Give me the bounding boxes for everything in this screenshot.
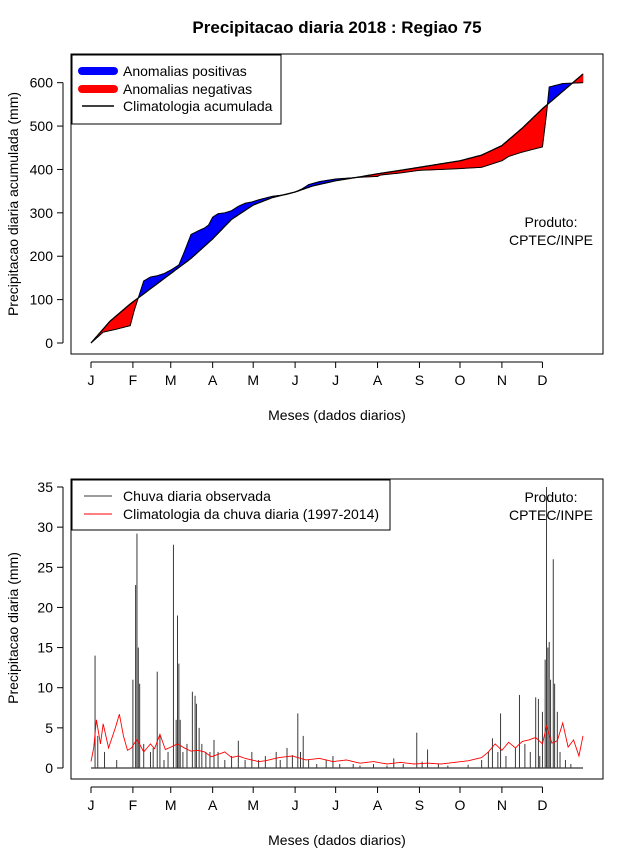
observed-accumulated-line (90, 82, 584, 344)
x-tick-label-acc: A (208, 372, 218, 388)
legend-label-climatology: Climatologia acumulada (123, 98, 273, 114)
y-axis-accumulated: 0 100 200 300 400 500 600 (30, 75, 64, 351)
y-tick-label-acc: 500 (30, 118, 54, 134)
plot-frame-daily (70, 478, 604, 780)
x-tick-label-acc: F (129, 372, 138, 388)
y-tick-label-acc: 100 (30, 292, 54, 308)
y-tick-label-acc: 200 (30, 248, 54, 264)
x-tick-label-daily: A (373, 797, 383, 813)
legend-label-climatology-daily: Climatologia da chuva diaria (1997-2014) (123, 506, 379, 522)
x-tick-label-daily: O (455, 797, 466, 813)
x-tick-label-acc: D (537, 372, 547, 388)
legend-daily: Chuva diaria observada Climatologia da c… (71, 479, 391, 531)
x-tick-label-daily: N (497, 797, 507, 813)
y-tick-label-daily: 35 (37, 479, 53, 495)
x-axis-title-daily: Meses (dados diarios) (268, 832, 406, 848)
legend-label-positive: Anomalias positivas (123, 63, 247, 79)
legend-box (71, 479, 391, 531)
product-label: Produto: (525, 489, 578, 505)
product-source: CPTEC/INPE (509, 232, 593, 248)
figure-title: Precipitacao diaria 2018 : Regiao 75 (192, 18, 481, 37)
y-axis-title-accumulated: Precipitacao diaria acumulada (mm) (5, 92, 21, 316)
x-tick-label-acc: M (247, 372, 259, 388)
y-tick-label-daily: 5 (45, 720, 53, 736)
y-tick-label-acc: 400 (30, 161, 54, 177)
x-tick-label-acc: J (292, 372, 299, 388)
y-tick-label-daily: 30 (37, 519, 53, 535)
climatology-accumulated-line (90, 73, 584, 344)
x-axis-title-accumulated: Meses (dados diarios) (268, 407, 406, 423)
x-tick-label-daily: J (292, 797, 299, 813)
x-tick-label-daily: S (415, 797, 424, 813)
legend-label-negative: Anomalias negativas (123, 81, 252, 97)
y-tick-label-daily: 25 (37, 559, 53, 575)
x-tick-label-daily: D (537, 797, 547, 813)
x-tick-label-acc: J (88, 372, 95, 388)
climatology-daily-line (90, 714, 584, 765)
y-tick-label-acc: 0 (45, 335, 53, 351)
plot-frame-accumulated (70, 53, 604, 355)
x-tick-label-acc: A (373, 372, 383, 388)
y-axis-daily: 0 5 10 15 20 25 30 35 (37, 479, 64, 776)
x-tick-label-acc: N (497, 372, 507, 388)
daily-panel: 0 5 10 15 20 25 30 35 J F M A M J J A S O N D Precipitacao… (5, 478, 604, 848)
y-axis-title-daily: Precipitacao diaria (mm) (5, 552, 21, 704)
x-tick-label-acc: J (332, 372, 339, 388)
product-label: Produto: (525, 214, 578, 230)
x-tick-label-daily: J (88, 797, 95, 813)
x-tick-label-acc: S (415, 372, 424, 388)
x-tick-label-daily: M (165, 797, 177, 813)
legend-label-observed: Chuva diaria observada (123, 488, 271, 504)
x-tick-label-daily: F (129, 797, 138, 813)
x-tick-label-acc: M (165, 372, 177, 388)
x-tick-label-daily: A (208, 797, 218, 813)
x-tick-label-daily: J (332, 797, 339, 813)
y-tick-label-acc: 600 (30, 75, 54, 91)
product-source: CPTEC/INPE (509, 507, 593, 523)
y-tick-label-daily: 0 (45, 760, 53, 776)
legend-accumulated: Anomalias positivas Anomalias negativas … (71, 54, 282, 125)
accumulated-panel: 0 100 200 300 400 500 600 J F M A M J J A S O N D Precipi… (5, 53, 604, 423)
y-tick-label-acc: 300 (30, 205, 54, 221)
x-tick-label-daily: M (247, 797, 259, 813)
x-tick-label-acc: O (455, 372, 466, 388)
y-tick-label-daily: 10 (37, 680, 53, 696)
y-tick-label-daily: 20 (37, 599, 53, 615)
y-tick-label-daily: 15 (37, 640, 53, 656)
observed-daily-bars (94, 487, 572, 768)
